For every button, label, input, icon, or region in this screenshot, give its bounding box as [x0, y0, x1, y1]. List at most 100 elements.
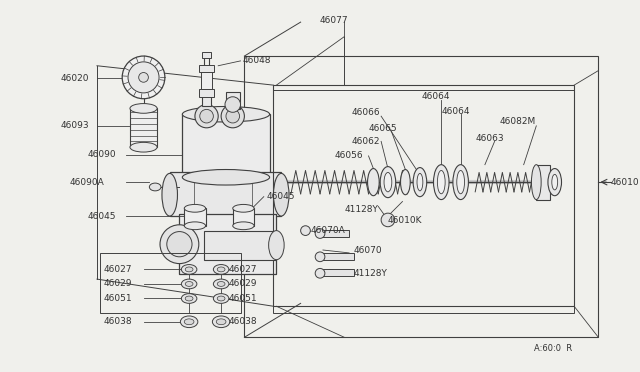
Ellipse shape: [413, 167, 427, 197]
Bar: [199, 65, 214, 71]
Text: 46070: 46070: [354, 246, 383, 254]
Bar: [182, 114, 269, 177]
Text: 46010K: 46010K: [388, 217, 422, 225]
Bar: [202, 52, 211, 58]
Text: 46010: 46010: [611, 177, 639, 187]
Circle shape: [122, 56, 165, 99]
Circle shape: [128, 62, 159, 93]
Circle shape: [200, 109, 213, 123]
Ellipse shape: [233, 222, 254, 230]
Ellipse shape: [552, 174, 557, 190]
Bar: [273, 85, 574, 306]
Ellipse shape: [269, 231, 284, 260]
Ellipse shape: [182, 106, 269, 122]
Text: 46065: 46065: [369, 124, 397, 133]
Text: 46063: 46063: [476, 134, 504, 143]
Ellipse shape: [212, 316, 230, 328]
Bar: [226, 92, 239, 109]
Ellipse shape: [213, 279, 229, 289]
Ellipse shape: [181, 264, 197, 274]
Ellipse shape: [217, 296, 225, 301]
Ellipse shape: [181, 279, 197, 289]
Bar: [130, 108, 157, 147]
Ellipse shape: [185, 282, 193, 286]
Bar: [320, 253, 354, 260]
Text: 46029: 46029: [104, 279, 132, 288]
Ellipse shape: [162, 173, 177, 216]
Bar: [233, 208, 254, 226]
Ellipse shape: [548, 169, 561, 196]
Text: 46093: 46093: [60, 121, 89, 130]
Bar: [202, 93, 211, 106]
Text: 46062: 46062: [351, 137, 380, 146]
Ellipse shape: [417, 173, 423, 191]
Circle shape: [195, 105, 218, 128]
Ellipse shape: [149, 183, 161, 191]
Text: 46051: 46051: [104, 294, 132, 303]
Circle shape: [167, 232, 192, 257]
Bar: [199, 89, 214, 97]
Circle shape: [315, 269, 325, 278]
Ellipse shape: [531, 165, 541, 199]
Ellipse shape: [457, 170, 465, 194]
Bar: [273, 90, 574, 313]
Ellipse shape: [213, 264, 229, 274]
Bar: [536, 165, 550, 199]
Ellipse shape: [437, 170, 445, 194]
Circle shape: [160, 225, 199, 264]
Bar: [320, 269, 354, 276]
Ellipse shape: [180, 316, 198, 328]
Text: 46027: 46027: [104, 265, 132, 274]
Text: 46020: 46020: [60, 74, 88, 83]
Circle shape: [225, 97, 241, 112]
Text: 46064: 46064: [441, 107, 470, 116]
Bar: [179, 214, 276, 274]
Ellipse shape: [217, 267, 225, 272]
Ellipse shape: [433, 165, 449, 199]
Circle shape: [315, 252, 325, 262]
Ellipse shape: [217, 282, 225, 286]
Ellipse shape: [213, 294, 229, 303]
Ellipse shape: [130, 142, 157, 152]
Ellipse shape: [380, 167, 396, 198]
Ellipse shape: [401, 170, 410, 195]
Circle shape: [381, 213, 395, 227]
Text: 46038: 46038: [104, 317, 132, 326]
Ellipse shape: [367, 169, 379, 196]
Circle shape: [315, 229, 325, 238]
Text: 46077: 46077: [320, 16, 349, 25]
Bar: [204, 231, 276, 260]
Ellipse shape: [273, 173, 289, 216]
Text: 46051: 46051: [229, 294, 257, 303]
Bar: [170, 173, 281, 216]
Text: 46064: 46064: [422, 92, 451, 101]
Text: 46038: 46038: [229, 317, 257, 326]
Ellipse shape: [181, 294, 197, 303]
Ellipse shape: [184, 205, 205, 212]
Ellipse shape: [185, 267, 193, 272]
Ellipse shape: [185, 296, 193, 301]
Bar: [244, 56, 598, 337]
Text: 46048: 46048: [243, 57, 271, 65]
Text: 46066: 46066: [352, 108, 381, 117]
Text: 46027: 46027: [229, 265, 257, 274]
Text: 46090A: 46090A: [70, 177, 104, 187]
Text: A:60:0  R: A:60:0 R: [534, 344, 572, 353]
Ellipse shape: [216, 319, 226, 325]
Text: 46045: 46045: [87, 212, 116, 221]
Text: 46056: 46056: [335, 151, 364, 160]
Ellipse shape: [384, 173, 392, 192]
Bar: [320, 230, 349, 237]
Bar: [100, 253, 241, 313]
Text: 41128Y: 41128Y: [344, 205, 378, 214]
Text: 46082M: 46082M: [499, 118, 536, 126]
Ellipse shape: [184, 222, 205, 230]
Circle shape: [139, 73, 148, 82]
Ellipse shape: [182, 170, 269, 185]
Text: 46045: 46045: [267, 192, 295, 201]
Text: 46070A: 46070A: [310, 226, 345, 235]
Ellipse shape: [130, 103, 157, 113]
Circle shape: [221, 105, 244, 128]
Ellipse shape: [453, 165, 468, 199]
Bar: [184, 208, 205, 226]
